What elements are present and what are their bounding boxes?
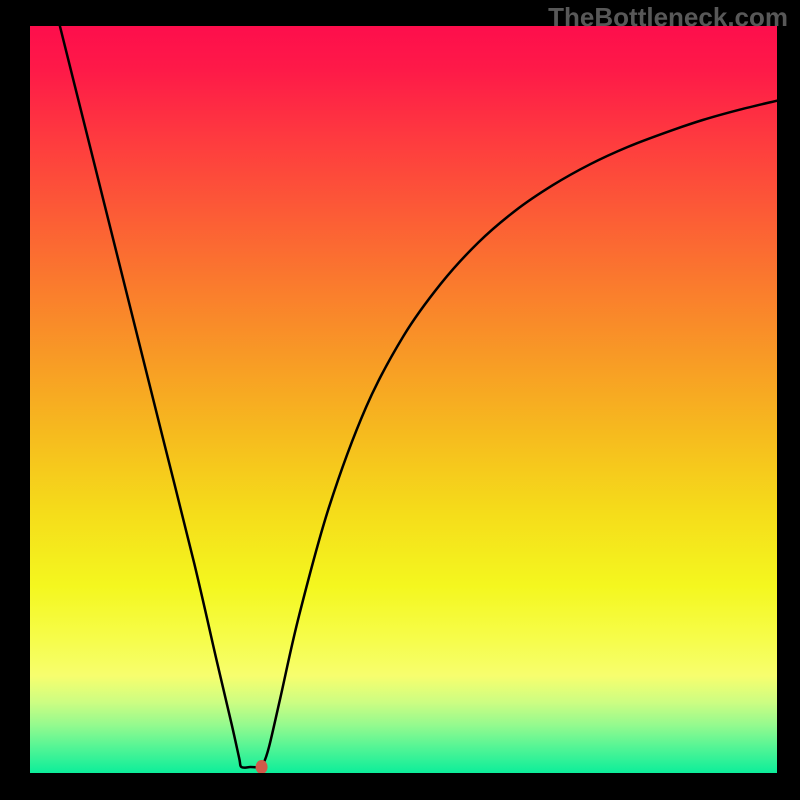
chart-frame: TheBottleneck.com [0,0,800,800]
watermark-text: TheBottleneck.com [548,2,788,33]
chart-svg [30,26,777,773]
chart-background [30,26,777,773]
chart-plot-area [30,26,777,773]
